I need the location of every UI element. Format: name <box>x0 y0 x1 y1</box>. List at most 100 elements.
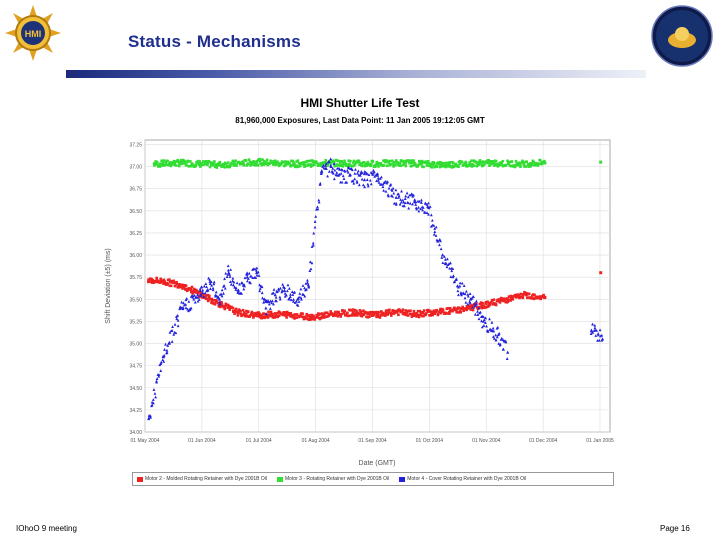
data-point <box>220 300 223 304</box>
data-point <box>312 160 316 163</box>
x-axis-label: Date (GMT) <box>359 460 396 467</box>
data-point <box>162 278 166 282</box>
data-point <box>196 295 200 299</box>
data-point <box>490 298 494 302</box>
y-tick-label: 37.00 <box>129 165 142 171</box>
data-point <box>390 312 393 315</box>
data-point <box>408 201 412 205</box>
data-point <box>412 193 415 197</box>
data-point <box>298 292 302 295</box>
data-point <box>418 313 422 317</box>
data-point <box>293 301 297 304</box>
data-point <box>254 268 258 272</box>
data-point <box>323 161 326 164</box>
chart-legend: Motor 2 - Molded Rotating Retainer with … <box>132 472 614 486</box>
data-point <box>235 281 239 285</box>
data-point <box>173 281 177 284</box>
y-tick-label: 34.75 <box>129 364 142 370</box>
data-point <box>386 180 390 184</box>
data-point <box>176 324 180 328</box>
data-point <box>285 289 289 293</box>
data-point <box>231 276 235 280</box>
data-point <box>494 163 497 167</box>
data-point <box>264 306 268 310</box>
data-point <box>409 312 412 316</box>
data-point <box>326 174 329 178</box>
y-tick-label: 36.25 <box>129 231 142 237</box>
data-point <box>233 312 236 316</box>
data-point <box>165 163 168 166</box>
data-point <box>432 232 436 236</box>
data-point <box>455 284 460 288</box>
data-point <box>197 294 201 298</box>
data-point <box>366 184 370 188</box>
data-point <box>476 309 479 313</box>
data-point <box>600 337 605 341</box>
data-point <box>439 308 442 312</box>
data-point <box>184 302 188 306</box>
series-2 <box>147 271 603 321</box>
data-point <box>226 264 230 268</box>
data-point <box>410 161 413 165</box>
data-point <box>425 211 429 214</box>
data-point <box>155 276 159 280</box>
data-point <box>305 287 308 291</box>
data-point <box>264 312 268 316</box>
data-point <box>530 162 534 165</box>
data-point <box>304 281 308 285</box>
data-point <box>177 164 181 168</box>
data-point <box>421 311 425 315</box>
data-point <box>378 177 382 180</box>
data-point <box>334 164 337 168</box>
data-point <box>151 398 155 401</box>
data-point <box>199 163 203 167</box>
data-point <box>449 275 453 279</box>
data-point <box>401 159 405 163</box>
data-point <box>343 159 346 163</box>
data-point <box>197 290 200 294</box>
data-point <box>257 311 260 314</box>
data-point <box>152 388 156 391</box>
data-point <box>486 329 490 333</box>
data-point <box>383 160 387 164</box>
x-tick-label: 01 Jan 2005 <box>586 438 614 444</box>
data-point <box>360 314 364 318</box>
data-point <box>202 160 206 163</box>
data-point <box>240 162 243 166</box>
data-point <box>450 164 454 168</box>
data-point <box>446 307 450 310</box>
data-point <box>369 164 372 168</box>
data-point <box>371 310 375 314</box>
data-point <box>429 224 433 228</box>
data-point <box>281 313 285 317</box>
x-tick-label: 01 Aug 2004 <box>302 438 330 444</box>
data-point <box>231 306 235 310</box>
data-point <box>517 163 521 167</box>
data-point <box>411 161 415 164</box>
data-point <box>359 311 362 315</box>
data-point <box>501 159 505 163</box>
data-point <box>172 279 175 283</box>
data-point <box>376 162 380 166</box>
data-point <box>296 159 300 162</box>
data-point <box>515 295 518 298</box>
data-point <box>277 288 281 292</box>
data-point <box>462 284 466 288</box>
data-point <box>473 312 477 316</box>
data-point <box>267 302 271 306</box>
data-point <box>593 326 597 330</box>
data-point <box>302 317 306 321</box>
data-point <box>169 164 173 168</box>
data-point <box>198 287 202 291</box>
data-point <box>246 279 249 283</box>
data-point <box>214 163 218 166</box>
data-point <box>448 162 451 166</box>
data-point <box>204 294 208 298</box>
data-point <box>258 289 262 293</box>
data-point <box>468 292 472 295</box>
data-point <box>277 164 281 168</box>
data-point <box>381 164 384 167</box>
data-point <box>421 206 425 209</box>
data-point <box>521 296 525 300</box>
data-point <box>198 289 202 293</box>
